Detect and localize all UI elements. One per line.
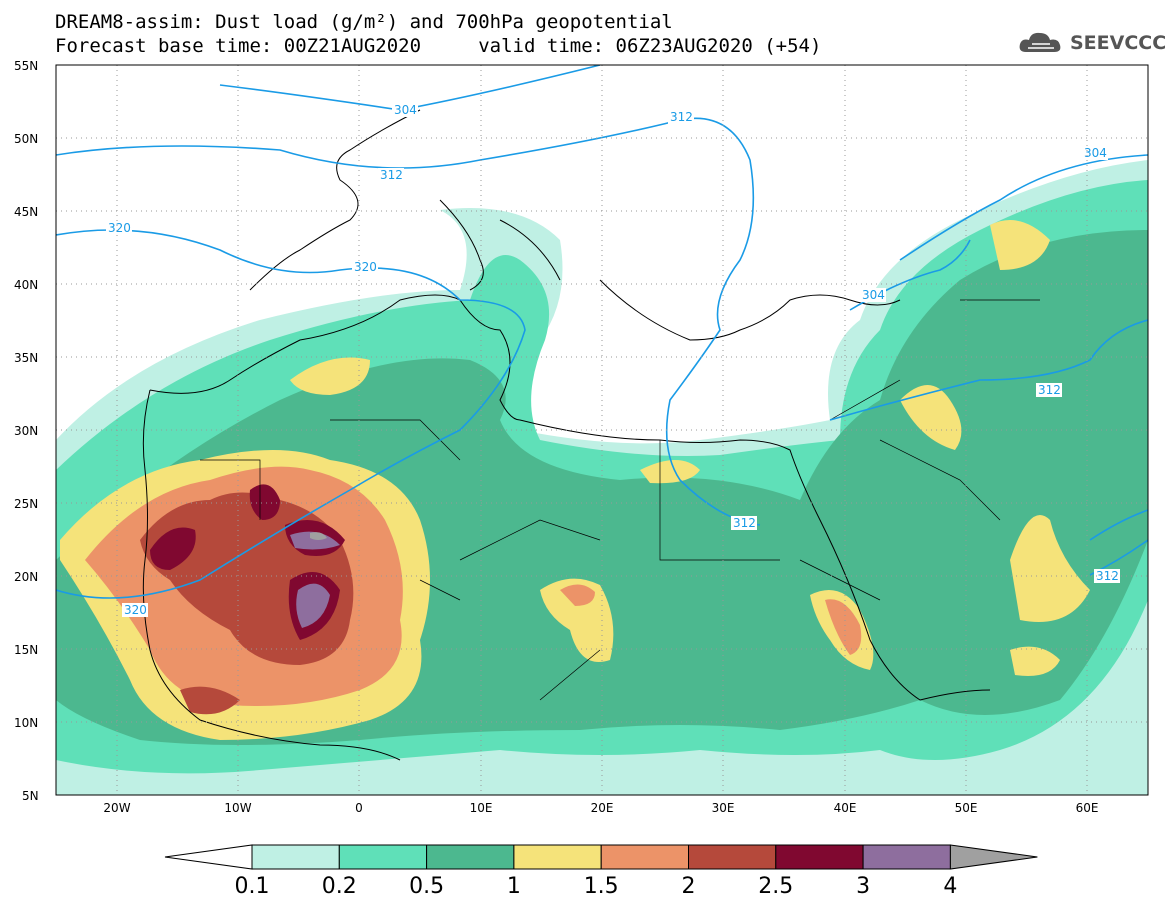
lat-tick: 35N [14, 351, 38, 365]
colorbar: 0.1 0.2 0.5 1 1.5 2 2.5 3 4 [164, 844, 1038, 899]
lat-tick: 55N [14, 59, 38, 73]
contour-304-east [899, 154, 1148, 261]
colorbar-label: 0.2 [322, 874, 357, 899]
contour-label: 312 [380, 168, 403, 182]
colorbar-swatch [688, 844, 777, 870]
dust-band-1-north-africa [290, 357, 370, 395]
dust-band-1-chad [540, 578, 614, 662]
contour-label: 312 [733, 516, 756, 530]
dust-band-1-yemen [1010, 646, 1060, 676]
lat-ticks: 55N 50N 45N 40N 35N 30N 25N 20N 15N 10N … [14, 59, 39, 803]
graticule [56, 65, 1148, 795]
colorbar-label: 4 [943, 874, 957, 899]
colorbar-label: 2.5 [758, 874, 793, 899]
contour-320 [56, 229, 526, 599]
contour-label: 320 [354, 260, 377, 274]
colorbar-label: 2 [682, 874, 696, 899]
contour-312-east [829, 319, 1148, 421]
lon-tick: 50E [955, 801, 978, 815]
lat-tick: 30N [14, 424, 38, 438]
lon-tick: 40E [834, 801, 857, 815]
lon-tick: 10E [470, 801, 493, 815]
contour-label: 312 [1038, 383, 1061, 397]
lat-tick: 20N [14, 570, 38, 584]
map-title: DREAM8-assim: Dust load (g/m²) and 700hP… [55, 11, 673, 33]
lat-tick: 40N [14, 278, 38, 292]
lon-tick: 0 [355, 801, 363, 815]
coastlines [142, 109, 1040, 761]
dust-field [56, 160, 1148, 795]
colorbar-swatch [426, 844, 515, 870]
lon-tick: 20E [591, 801, 614, 815]
colorbar-swatch [338, 844, 428, 870]
seevccc-logo: SEEVCCC [1018, 28, 1165, 56]
contour-label: 312 [1096, 569, 1119, 583]
colorbar-swatch [862, 844, 951, 870]
dust-band-2-south [180, 686, 240, 715]
coastline-europe [249, 109, 901, 341]
colorbar-label: 1.5 [584, 874, 619, 899]
colorbar-triangle-low [164, 844, 253, 870]
contour-312-europe [56, 117, 761, 526]
colorbar-label: 0.1 [235, 874, 270, 899]
coastline-west-africa [142, 294, 991, 761]
contour-label: 304 [1084, 146, 1107, 160]
dust-band-1-iraq [900, 385, 962, 450]
dust-band-3-b [296, 583, 330, 628]
dust-band-2.5-b [249, 484, 280, 520]
dust-band-2.5 [150, 527, 196, 570]
dust-band-1-caspian [990, 220, 1050, 270]
contour-label: 304 [394, 103, 417, 117]
colorbar-label: 3 [856, 874, 870, 899]
dust-band-4 [310, 532, 327, 540]
dust-band-3 [290, 531, 340, 550]
contour-label: 304 [862, 288, 885, 302]
colorbar-swatch [775, 844, 864, 870]
lat-tick: 10N [14, 716, 38, 730]
lon-tick: 60E [1076, 801, 1099, 815]
logo-text: SEEVCCC [1070, 32, 1165, 54]
colorbar-label: 0.5 [409, 874, 444, 899]
dust-band-1.5-chad [560, 584, 595, 606]
lat-tick: 5N [22, 789, 39, 803]
contour-label-group: 304 312 312 320 320 304 304 312 312 312 … [106, 103, 1120, 617]
dust-band-1.5-red-sea [825, 599, 862, 655]
lon-tick: 30E [712, 801, 735, 815]
colorbar-triangle-high [949, 844, 1038, 870]
colorbar-label: 1 [507, 874, 521, 899]
cloud-icon [1019, 32, 1061, 52]
lat-tick: 25N [14, 497, 38, 511]
lat-tick: 45N [14, 205, 38, 219]
contour-label: 312 [670, 110, 693, 124]
dust-band-1-arabia [1010, 515, 1090, 622]
border-lines [200, 299, 1040, 701]
lon-tick: 20W [103, 801, 130, 815]
dust-band-1-egypt [640, 460, 700, 484]
contour-label: 320 [108, 221, 131, 235]
map-frame [55, 64, 1149, 796]
colorbar-swatch [513, 844, 602, 870]
lat-tick: 15N [14, 643, 38, 657]
lon-tick: 10W [224, 801, 251, 815]
lat-tick: 50N [14, 132, 38, 146]
forecast-time-line: Forecast base time: 00Z21AUG2020 valid t… [55, 35, 822, 57]
colorbar-swatch [600, 844, 690, 870]
colorbar-swatch [251, 844, 340, 870]
contour-label: 320 [124, 603, 147, 617]
lon-ticks: 20W 10W 0 10E 20E 30E 40E 50E 60E [103, 801, 1098, 815]
